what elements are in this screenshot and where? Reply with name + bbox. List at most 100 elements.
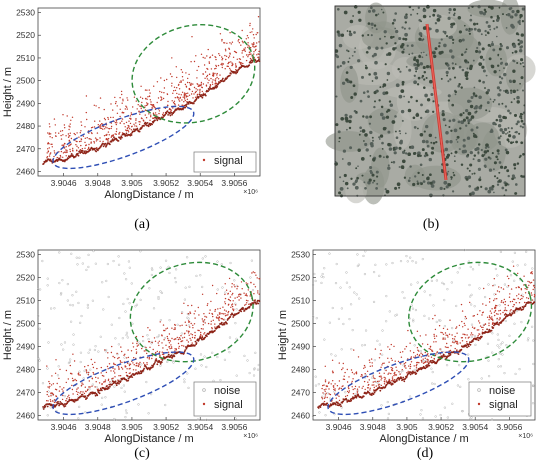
signal-point xyxy=(132,362,134,364)
tree-dot xyxy=(460,53,464,56)
ground-point xyxy=(339,403,342,406)
signal-point xyxy=(470,332,473,334)
signal-point xyxy=(81,148,84,150)
signal-point xyxy=(324,390,326,392)
signal-point xyxy=(352,378,354,380)
tree-dot xyxy=(458,65,462,69)
ground-point xyxy=(232,316,235,318)
tree-dot xyxy=(368,73,371,76)
signal-point xyxy=(364,366,366,368)
signal-point xyxy=(200,328,203,330)
noise-point xyxy=(351,328,354,332)
signal-point xyxy=(231,64,233,67)
x-tick-label: 3.9052 xyxy=(153,422,179,432)
signal-point xyxy=(229,296,232,298)
tree-dot xyxy=(370,34,373,37)
signal-point xyxy=(198,85,200,88)
signal-point xyxy=(229,69,232,71)
signal-point xyxy=(508,277,510,280)
signal-point xyxy=(80,385,83,387)
y-tick-label: 2460 xyxy=(16,410,35,420)
signal-point xyxy=(397,360,400,363)
tree-dot xyxy=(447,170,450,173)
tree-dot xyxy=(472,158,475,161)
signal-point xyxy=(108,363,111,365)
noise-point xyxy=(471,268,475,271)
signal-point xyxy=(338,388,340,390)
signal-point xyxy=(507,304,509,307)
ground-point xyxy=(195,342,198,344)
tree-dot xyxy=(478,41,481,44)
signal-point xyxy=(59,130,62,132)
y-tick-label: 2500 xyxy=(291,319,310,329)
signal-point xyxy=(135,122,137,124)
signal-point xyxy=(191,36,193,38)
signal-point xyxy=(50,384,53,386)
signal-point xyxy=(184,93,186,96)
signal-point xyxy=(472,334,474,336)
signal-point xyxy=(522,296,524,298)
ground-point xyxy=(83,150,86,153)
tree-dot xyxy=(513,167,517,170)
signal-point xyxy=(478,322,481,324)
noise-point xyxy=(147,338,150,341)
signal-point xyxy=(46,156,49,158)
signal-point xyxy=(105,126,107,128)
signal-point xyxy=(502,311,504,314)
tree-dot xyxy=(512,69,516,73)
tree-dot xyxy=(452,118,456,122)
tree-dot xyxy=(436,14,440,18)
signal-point xyxy=(49,153,51,155)
tree-dot xyxy=(498,161,502,164)
y-tick-label: 2510 xyxy=(16,53,35,63)
signal-point xyxy=(374,380,376,383)
signal-point xyxy=(439,348,441,350)
signal-point xyxy=(240,297,242,299)
signal-point xyxy=(523,301,526,304)
signal-point xyxy=(404,348,406,350)
ground-point xyxy=(204,94,207,97)
signal-point xyxy=(61,130,64,132)
signal-point xyxy=(509,310,511,312)
ground-point xyxy=(204,93,207,96)
x-tick-label: 3.9048 xyxy=(360,422,386,432)
signal-point xyxy=(501,300,503,302)
tree-dot xyxy=(414,66,419,71)
signal-point xyxy=(194,317,196,319)
signal-point xyxy=(416,347,419,349)
ground-point xyxy=(424,367,427,370)
noise-point xyxy=(532,362,535,366)
y-tick-label: 2530 xyxy=(16,250,35,260)
ground-point xyxy=(186,103,188,106)
ground-point xyxy=(477,339,480,342)
signal-point xyxy=(50,152,52,154)
signal-point xyxy=(479,310,481,312)
signal-point xyxy=(235,68,237,71)
signal-point xyxy=(54,135,57,137)
noise-point xyxy=(526,339,530,342)
signal-point xyxy=(219,313,221,315)
tree-dot xyxy=(510,127,513,130)
x-tick-label: 3.9052 xyxy=(428,422,454,432)
signal-point xyxy=(209,309,211,311)
signal-point xyxy=(232,63,234,65)
ground-point xyxy=(49,158,52,161)
noise-point xyxy=(438,319,441,322)
signal-point xyxy=(204,315,206,318)
tree-dot xyxy=(434,136,437,139)
noise-point xyxy=(499,365,503,368)
signal-point xyxy=(324,365,326,367)
tree-dot xyxy=(492,100,495,103)
ground-point xyxy=(396,379,398,382)
tree-dot xyxy=(444,147,449,152)
signal-point xyxy=(364,373,366,375)
signal-point xyxy=(528,281,531,283)
tree-dot xyxy=(473,154,477,157)
signal-point xyxy=(74,133,76,136)
signal-point xyxy=(66,398,68,400)
ground-point xyxy=(171,113,174,116)
signal-point xyxy=(212,73,214,75)
noise-point xyxy=(139,298,142,302)
signal-point xyxy=(183,336,186,339)
signal-point xyxy=(212,319,214,321)
